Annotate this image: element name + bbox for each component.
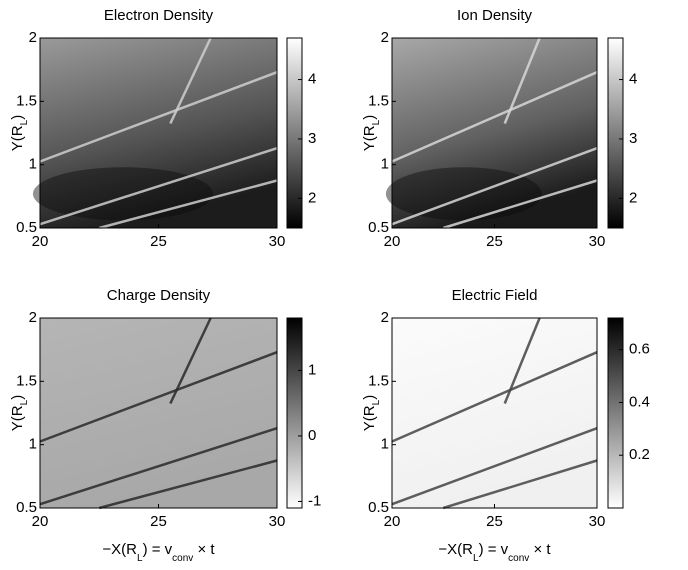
y-tick-label: 1 (29, 156, 37, 173)
x-axis-label: −X(RL) = vconv × t (438, 541, 551, 564)
colorbar-tick-label: 4 (629, 71, 637, 88)
colorbar-tick-label: 3 (308, 130, 316, 147)
y-label-part: Y(R (361, 125, 378, 151)
structure-line (39, 147, 278, 226)
x-label-part: conv (172, 553, 193, 564)
y-label-part: Y(R (361, 405, 378, 431)
colorbar-tick-label: 2 (629, 189, 637, 206)
y-tick-label: 1.5 (16, 372, 37, 389)
x-label-part: ) = v (143, 541, 173, 558)
y-label-part: L (371, 119, 382, 125)
colorbar (607, 37, 624, 229)
x-label-part: L (137, 553, 143, 564)
structure-line (442, 459, 598, 510)
colorbar-tick-label: 2 (308, 189, 316, 206)
structure-line (39, 427, 278, 506)
panel-title: Electric Field (452, 287, 538, 304)
structure-line (169, 37, 212, 125)
structure-line (169, 317, 212, 405)
y-tick-label: 2 (381, 29, 389, 46)
x-label-part: conv (508, 553, 529, 564)
y-label-part: Y(R (9, 125, 26, 151)
y-label-part: ) (9, 395, 26, 400)
x-tick-label: 30 (589, 513, 606, 530)
y-axis-label: Y(RL) (361, 395, 382, 431)
structure-line (503, 37, 541, 124)
structure-line (39, 71, 278, 163)
structure-line (503, 317, 541, 404)
x-label-part: −X(R (438, 541, 473, 558)
y-tick-label: 1.5 (16, 92, 37, 109)
heatmap-image (392, 318, 597, 508)
y-tick-label: 1.5 (368, 372, 389, 389)
structure-line (391, 71, 598, 163)
x-label-part: −X(R (102, 541, 137, 558)
dark-region (385, 167, 542, 221)
y-tick-label: 1.5 (368, 92, 389, 109)
structure-line (391, 147, 598, 226)
y-label-part: ) (361, 395, 378, 400)
y-label-part: L (19, 119, 30, 125)
y-tick-label: 0.5 (368, 499, 389, 516)
x-tick-label: 20 (384, 233, 401, 250)
x-tick-label: 25 (150, 233, 167, 250)
y-tick-label: 0.5 (16, 219, 37, 236)
y-tick-label: 1 (381, 436, 389, 453)
x-label-part: ) = v (479, 541, 509, 558)
colorbar-tick-label: 4 (308, 71, 316, 88)
structure-line (391, 427, 598, 506)
colorbar-tick-label: 0.4 (629, 393, 650, 410)
colorbar-tick-label: 0.2 (629, 446, 650, 463)
heatmap-image (392, 38, 597, 228)
colorbar-tick-label: -1 (308, 492, 321, 509)
colorbar (607, 317, 624, 509)
x-tick-label: 25 (486, 513, 503, 530)
x-tick-label: 25 (150, 513, 167, 530)
colorbar-tick-label: 1 (308, 361, 316, 378)
colorbar-tick-label: 3 (629, 130, 637, 147)
x-axis-label: −X(RL) = vconv × t (102, 541, 215, 564)
x-label-part: L (473, 553, 479, 564)
dark-region (32, 167, 214, 221)
y-tick-label: 1 (29, 436, 37, 453)
heatmap-image (40, 38, 277, 228)
colorbar (286, 37, 303, 229)
heatmap-image (40, 318, 277, 508)
structure-line (442, 179, 598, 230)
colorbar-tick-label: 0 (308, 427, 316, 444)
y-label-part: L (371, 399, 382, 405)
y-tick-label: 2 (29, 309, 37, 326)
y-tick-label: 2 (29, 29, 37, 46)
y-tick-label: 0.5 (16, 499, 37, 516)
x-tick-label: 20 (32, 233, 49, 250)
x-tick-label: 20 (32, 513, 49, 530)
x-tick-label: 30 (589, 233, 606, 250)
y-label-part: Y(R (9, 405, 26, 431)
y-label-part: ) (9, 115, 26, 120)
x-label-part: × t (193, 541, 215, 558)
structure-line (98, 459, 278, 510)
x-tick-label: 30 (269, 513, 286, 530)
x-label-part: × t (529, 541, 551, 558)
x-tick-label: 30 (269, 233, 286, 250)
y-label-part: L (19, 399, 30, 405)
structure-line (39, 351, 278, 443)
y-tick-label: 2 (381, 309, 389, 326)
y-axis-label: Y(RL) (9, 395, 30, 431)
x-tick-label: 20 (384, 513, 401, 530)
panel-title: Ion Density (457, 7, 533, 24)
structure-line (98, 179, 278, 230)
colorbar (286, 317, 303, 509)
y-axis-label: Y(RL) (9, 115, 30, 151)
panel-title: Charge Density (107, 287, 211, 304)
colorbar-tick-label: 0.6 (629, 341, 650, 358)
x-tick-label: 25 (486, 233, 503, 250)
structure-line (391, 351, 598, 443)
y-tick-label: 0.5 (368, 219, 389, 236)
y-tick-label: 1 (381, 156, 389, 173)
y-axis-label: Y(RL) (361, 115, 382, 151)
y-label-part: ) (361, 115, 378, 120)
panel-title: Electron Density (104, 7, 214, 24)
